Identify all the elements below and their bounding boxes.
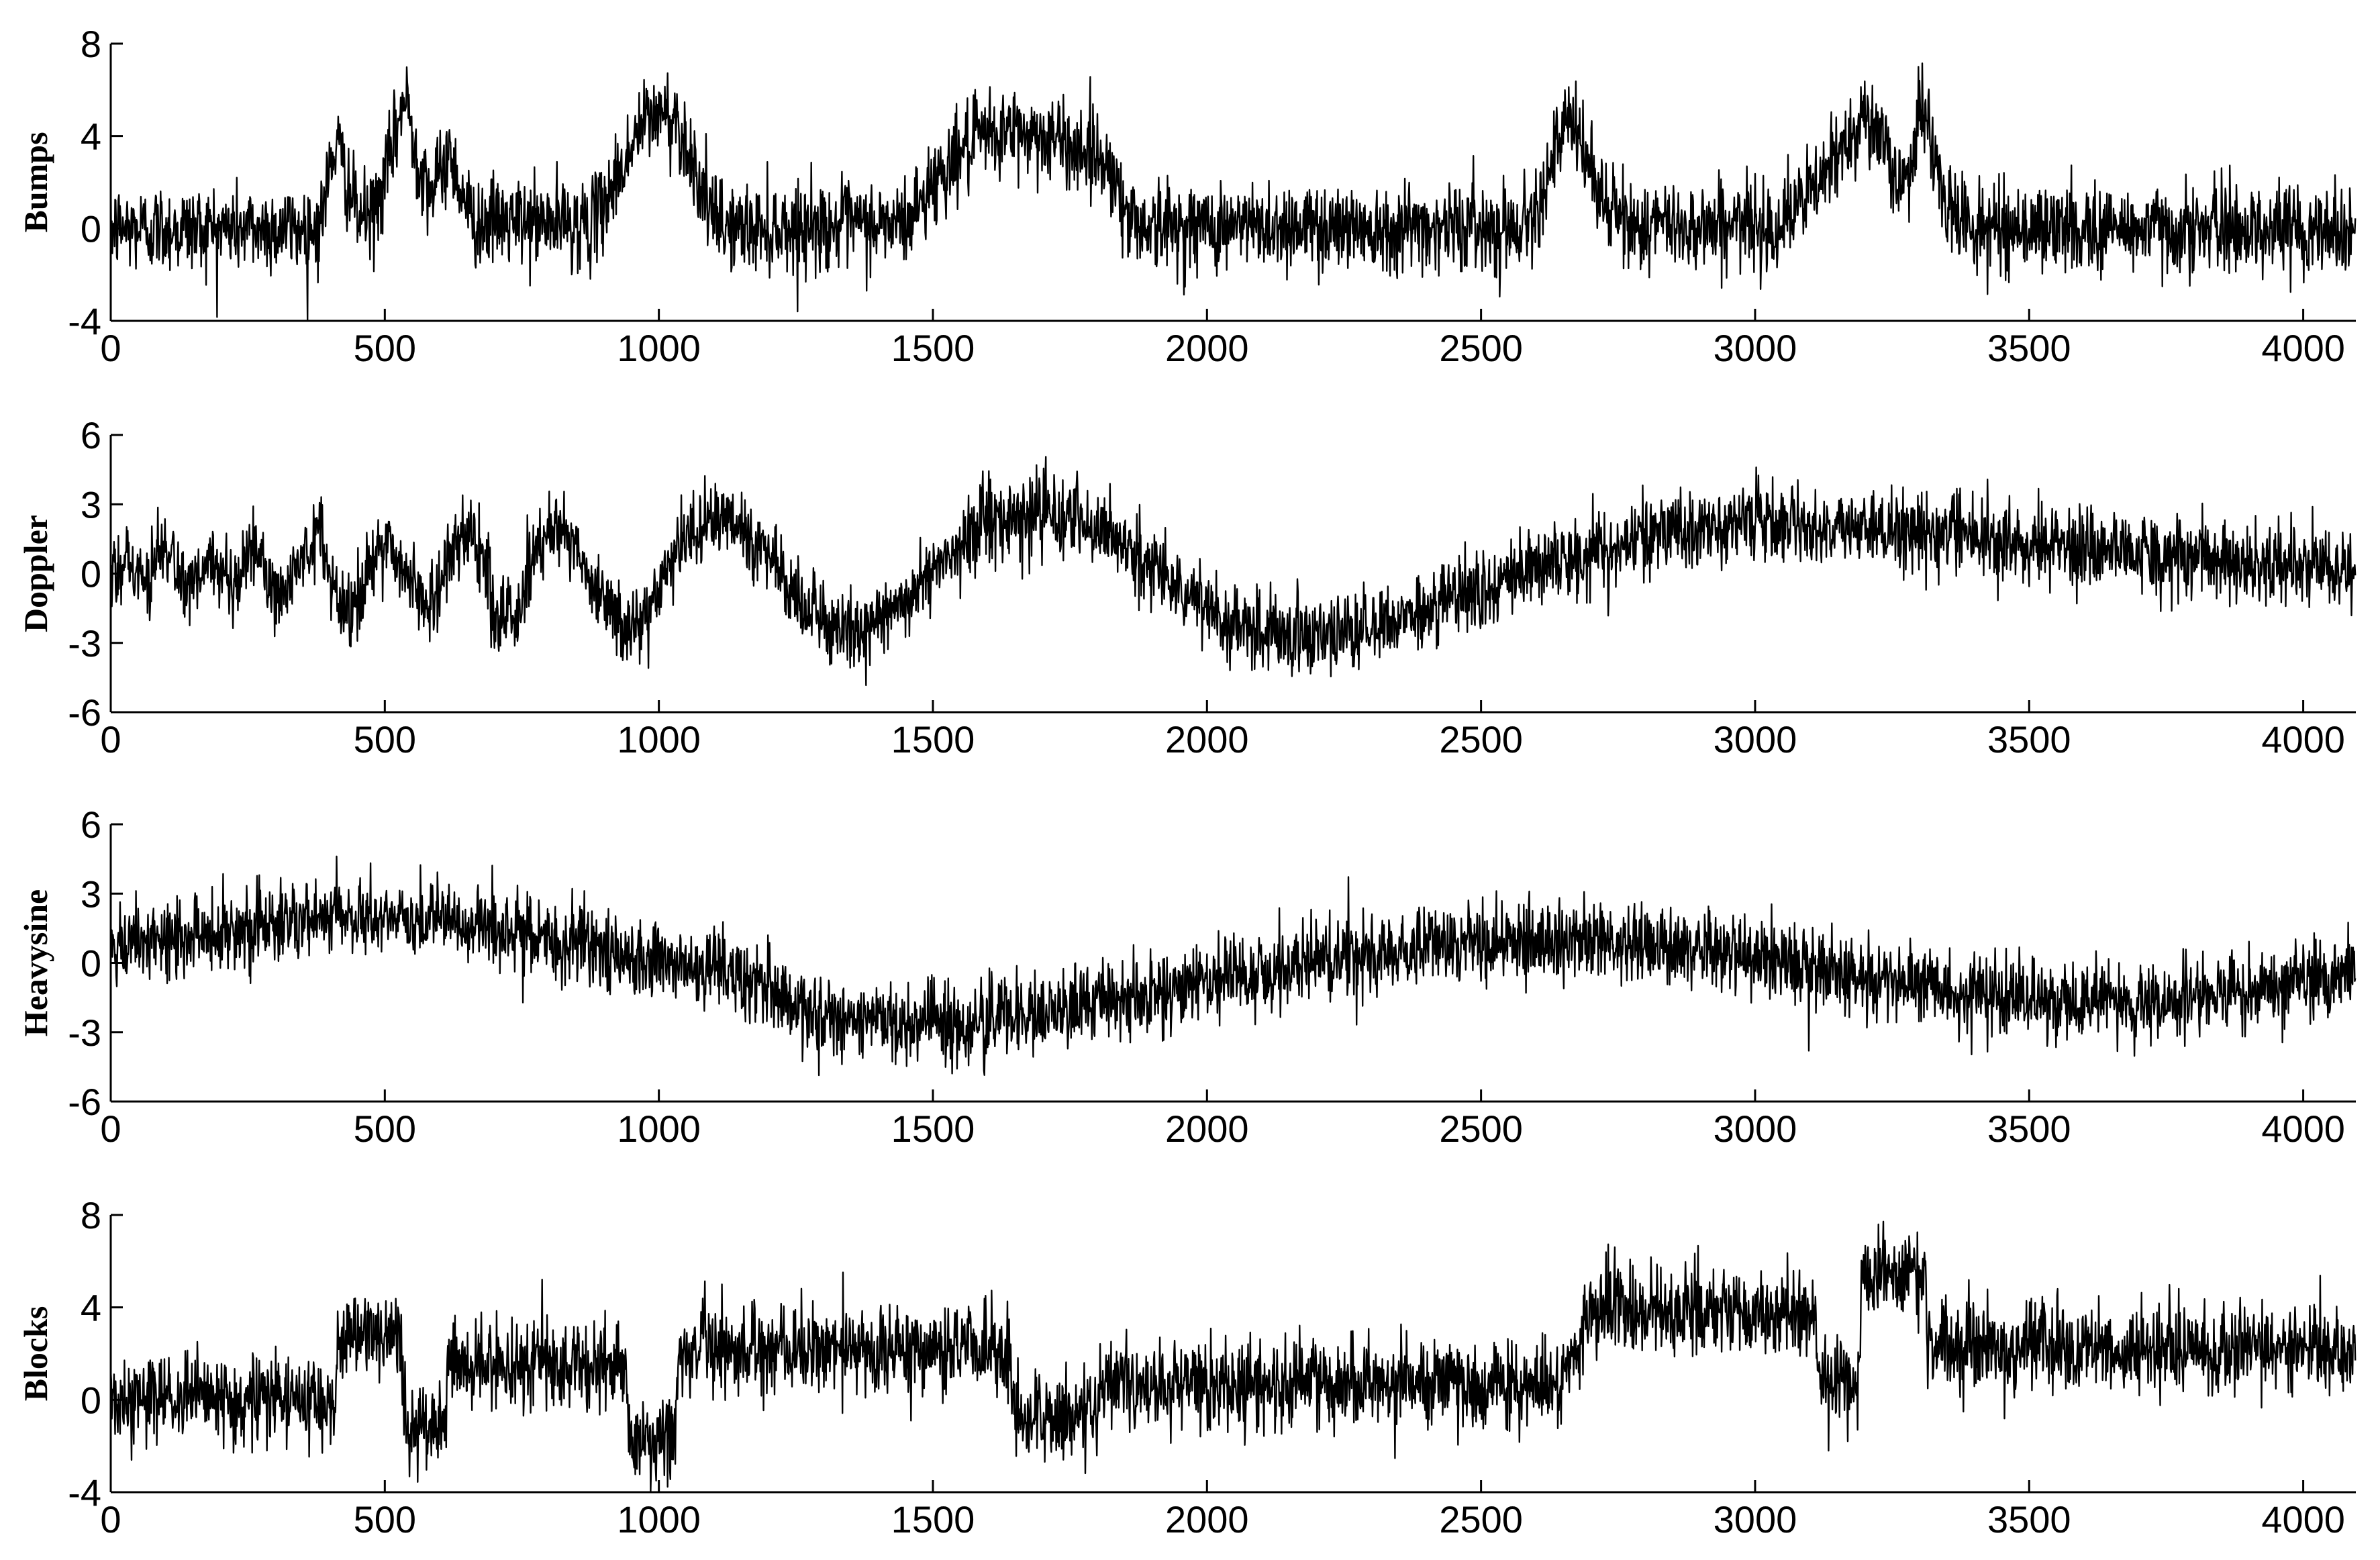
y-tick-label: 6 bbox=[81, 414, 101, 456]
y-tick-label: 6 bbox=[81, 803, 101, 846]
x-tick-label: 3000 bbox=[1714, 1108, 1797, 1150]
y-tick-label: 0 bbox=[81, 207, 101, 250]
x-tick-label: 1000 bbox=[617, 1498, 701, 1541]
x-tick-label: 1500 bbox=[891, 1498, 975, 1541]
panel-heavysine: 0 500 1000 1500 2000 2500 3000 3500 4000 -6 -3 0 3 6H… bbox=[17, 803, 2357, 1150]
x-tick-label: 2000 bbox=[1165, 327, 1249, 369]
x-tick-label: 4000 bbox=[2261, 1498, 2345, 1541]
x-tick-label: 0 bbox=[100, 1108, 121, 1150]
y-tick-label: -6 bbox=[68, 1081, 101, 1123]
x-tick-label: 0 bbox=[100, 1498, 121, 1541]
x-tick-label: 1000 bbox=[617, 1108, 701, 1150]
y-tick-label: 3 bbox=[81, 873, 101, 915]
x-tick-label: 1500 bbox=[891, 718, 975, 761]
x-tick-label: 2000 bbox=[1165, 718, 1249, 761]
x-tick-label: 2500 bbox=[1439, 718, 1523, 761]
x-tick-label: 4000 bbox=[2261, 1108, 2345, 1150]
x-tick-label: 500 bbox=[354, 327, 416, 369]
x-tick-label: 3000 bbox=[1714, 718, 1797, 761]
signal-line bbox=[109, 1220, 2357, 1492]
y-axis-label: Doppler bbox=[17, 515, 54, 632]
x-tick-label: 0 bbox=[100, 718, 121, 761]
y-tick-label: 4 bbox=[81, 1287, 101, 1329]
y-axis-label: Heavysine bbox=[17, 889, 54, 1036]
y-tick-label: 3 bbox=[81, 483, 101, 526]
x-tick-label: 2000 bbox=[1165, 1498, 1249, 1541]
panel-bumps: 0 500 1000 1500 2000 2500 3000 3500 4000-4048Bum… bbox=[17, 23, 2357, 369]
x-tick-label: 1000 bbox=[617, 718, 701, 761]
y-tick-label: 0 bbox=[81, 553, 101, 595]
x-tick-label: 2500 bbox=[1439, 327, 1523, 369]
y-tick-label: -4 bbox=[68, 1471, 101, 1514]
x-tick-label: 3000 bbox=[1714, 1498, 1797, 1541]
y-tick-label: -6 bbox=[68, 691, 101, 734]
x-tick-label: 500 bbox=[354, 718, 416, 761]
y-tick-label: 0 bbox=[81, 942, 101, 985]
x-tick-label: 3500 bbox=[1987, 1108, 2071, 1150]
x-tick-label: 1500 bbox=[891, 327, 975, 369]
panel-blocks: 0 500 1000 1500 2000 2500 3000 3500 4000-4048Blo… bbox=[17, 1194, 2357, 1541]
y-axis-label: Bumps bbox=[17, 132, 54, 232]
signal-line bbox=[109, 855, 2357, 1077]
y-tick-label: 8 bbox=[81, 1194, 101, 1236]
x-tick-label: 4000 bbox=[2261, 718, 2345, 761]
x-tick-label: 2500 bbox=[1439, 1108, 1523, 1150]
x-tick-label: 500 bbox=[354, 1498, 416, 1541]
y-tick-label: -3 bbox=[68, 622, 101, 665]
y-tick-label: -3 bbox=[68, 1012, 101, 1054]
x-tick-label: 0 bbox=[100, 327, 121, 369]
x-tick-label: 1500 bbox=[891, 1108, 975, 1150]
x-tick-label: 3500 bbox=[1987, 718, 2071, 761]
x-tick-label: 1000 bbox=[617, 327, 701, 369]
x-tick-label: 2500 bbox=[1439, 1498, 1523, 1541]
y-tick-label: 0 bbox=[81, 1379, 101, 1421]
y-tick-label: 8 bbox=[81, 23, 101, 65]
y-tick-label: -4 bbox=[68, 300, 101, 342]
y-tick-label: 4 bbox=[81, 115, 101, 158]
y-axis-label: Blocks bbox=[17, 1306, 54, 1402]
x-tick-label: 3500 bbox=[1987, 1498, 2071, 1541]
x-tick-label: 3000 bbox=[1714, 327, 1797, 369]
signal-line bbox=[109, 62, 2357, 321]
x-tick-label: 2000 bbox=[1165, 1108, 1249, 1150]
x-tick-label: 4000 bbox=[2261, 327, 2345, 369]
x-tick-label: 500 bbox=[354, 1108, 416, 1150]
panel-doppler: 0 500 1000 1500 2000 2500 3000 3500 4000 -6 -3 0 3 6 D… bbox=[17, 414, 2357, 761]
x-tick-label: 3500 bbox=[1987, 327, 2071, 369]
signal-line bbox=[109, 456, 2357, 687]
